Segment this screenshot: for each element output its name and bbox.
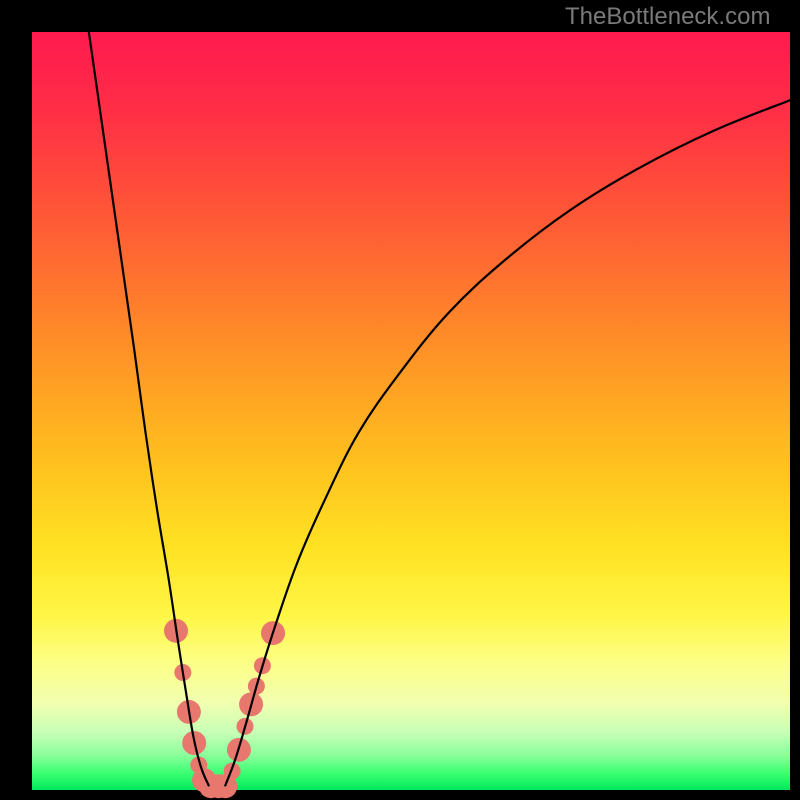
watermark-text: TheBottleneck.com xyxy=(565,3,770,31)
right-curve xyxy=(225,100,790,785)
plot-svg xyxy=(0,0,800,800)
marker-group xyxy=(164,619,285,798)
